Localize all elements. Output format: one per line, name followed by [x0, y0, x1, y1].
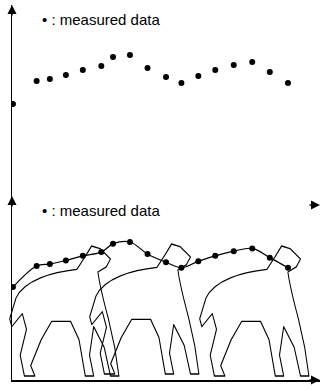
svg-text:• : measured data: • : measured data	[42, 11, 160, 28]
svg-text:• : measured data: • : measured data	[42, 202, 160, 219]
